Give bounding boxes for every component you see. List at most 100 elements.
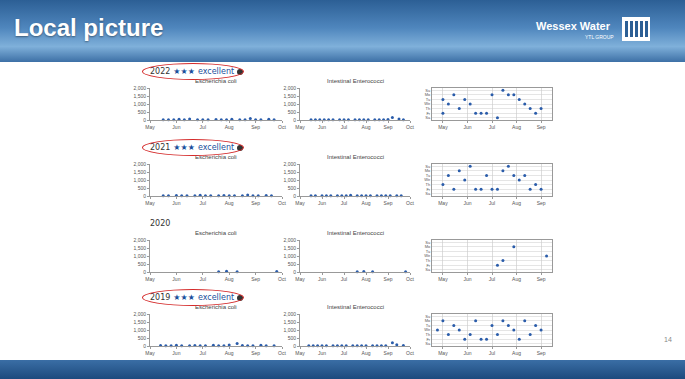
svg-text:0: 0 — [143, 193, 146, 199]
svg-text:Jul: Jul — [200, 124, 206, 130]
svg-text:May: May — [145, 124, 155, 130]
svg-text:Escherichia coli: Escherichia coli — [195, 78, 237, 84]
svg-text:Intestinal Enterococci: Intestinal Enterococci — [327, 304, 384, 310]
svg-text:Su: Su — [425, 164, 430, 169]
svg-text:Aug: Aug — [362, 350, 371, 356]
svg-text:Aug: Aug — [225, 350, 234, 356]
svg-text:Sep: Sep — [537, 350, 546, 356]
svg-text:May: May — [295, 350, 305, 356]
svg-text:Jun: Jun — [318, 124, 326, 130]
svg-text:May: May — [145, 200, 155, 206]
svg-text:Sep: Sep — [251, 276, 260, 282]
svg-text:1,000: 1,000 — [283, 177, 296, 183]
svg-text:Sep: Sep — [537, 124, 546, 130]
svg-text:Oct: Oct — [278, 200, 286, 206]
svg-text:Intestinal Enterococci: Intestinal Enterococci — [327, 154, 384, 160]
svg-text:Sa: Sa — [425, 267, 431, 272]
svg-text:Aug: Aug — [512, 350, 521, 356]
svg-text:Jun: Jun — [463, 200, 471, 206]
svg-text:Oct: Oct — [406, 124, 414, 130]
svg-text:2,000: 2,000 — [283, 311, 296, 317]
svg-text:Oct: Oct — [278, 124, 286, 130]
svg-text:Sep: Sep — [384, 276, 393, 282]
svg-text:Escherichia coli: Escherichia coli — [195, 230, 237, 236]
svg-text:Aug: Aug — [512, 124, 521, 130]
svg-text:Intestinal Enterococci: Intestinal Enterococci — [327, 230, 384, 236]
svg-text:1,500: 1,500 — [133, 169, 146, 175]
svg-text:Th: Th — [426, 258, 431, 263]
svg-text:Oct: Oct — [278, 276, 286, 282]
svg-text:Jun: Jun — [172, 200, 180, 206]
svg-text:Sep: Sep — [384, 124, 393, 130]
svg-text:May: May — [295, 200, 305, 206]
svg-text:1,000: 1,000 — [133, 101, 146, 107]
svg-text:Jul: Jul — [200, 276, 206, 282]
svg-text:Sep: Sep — [251, 350, 260, 356]
svg-text:Jul: Jul — [489, 350, 495, 356]
svg-text:0: 0 — [143, 117, 146, 123]
svg-text:0: 0 — [143, 269, 146, 275]
svg-text:1,000: 1,000 — [283, 253, 296, 259]
svg-text:0: 0 — [293, 269, 296, 275]
svg-text:Jul: Jul — [200, 200, 206, 206]
svg-text:Mo: Mo — [425, 92, 431, 97]
svg-text:500: 500 — [138, 261, 147, 267]
svg-text:Oct: Oct — [406, 350, 414, 356]
svg-text:May: May — [145, 350, 155, 356]
svg-text:Tu: Tu — [426, 249, 431, 254]
svg-text:Th: Th — [426, 182, 431, 187]
svg-text:Tu: Tu — [426, 323, 431, 328]
svg-text:500: 500 — [288, 185, 297, 191]
svg-text:Sa: Sa — [425, 341, 431, 346]
svg-text:1,000: 1,000 — [133, 253, 146, 259]
svg-text:Jun: Jun — [318, 350, 326, 356]
svg-text:500: 500 — [138, 335, 147, 341]
svg-text:We: We — [424, 101, 431, 106]
svg-text:2,000: 2,000 — [133, 237, 146, 243]
svg-text:Jul: Jul — [341, 124, 347, 130]
svg-text:Fr: Fr — [426, 263, 430, 268]
svg-text:Jul: Jul — [489, 200, 495, 206]
svg-text:0: 0 — [143, 343, 146, 349]
svg-text:Mo: Mo — [425, 244, 431, 249]
svg-text:Sep: Sep — [251, 200, 260, 206]
svg-text:We: We — [424, 253, 431, 258]
svg-text:1,000: 1,000 — [133, 327, 146, 333]
svg-text:0: 0 — [293, 343, 296, 349]
svg-text:Aug: Aug — [225, 276, 234, 282]
svg-text:Sep: Sep — [384, 200, 393, 206]
svg-text:500: 500 — [138, 185, 147, 191]
svg-text:500: 500 — [288, 335, 297, 341]
svg-text:We: We — [424, 327, 431, 332]
svg-text:0: 0 — [293, 193, 296, 199]
svg-text:1,000: 1,000 — [283, 327, 296, 333]
svg-text:Th: Th — [426, 106, 431, 111]
svg-text:Fr: Fr — [426, 111, 430, 116]
svg-text:1,500: 1,500 — [133, 245, 146, 251]
svg-text:Sep: Sep — [384, 350, 393, 356]
svg-text:Jul: Jul — [200, 350, 206, 356]
svg-text:Aug: Aug — [225, 200, 234, 206]
svg-text:Oct: Oct — [406, 276, 414, 282]
svg-text:Aug: Aug — [362, 124, 371, 130]
svg-text:Jul: Jul — [489, 276, 495, 282]
svg-text:Jul: Jul — [489, 124, 495, 130]
svg-text:Mo: Mo — [425, 318, 431, 323]
svg-text:Su: Su — [425, 314, 430, 319]
svg-text:Jul: Jul — [341, 276, 347, 282]
svg-text:0: 0 — [293, 117, 296, 123]
svg-text:Jun: Jun — [318, 200, 326, 206]
svg-text:1,500: 1,500 — [283, 319, 296, 325]
svg-text:Oct: Oct — [406, 200, 414, 206]
svg-text:Tu: Tu — [426, 173, 431, 178]
svg-text:1,500: 1,500 — [283, 245, 296, 251]
svg-text:Jun: Jun — [463, 350, 471, 356]
svg-text:2,000: 2,000 — [133, 311, 146, 317]
svg-text:1,000: 1,000 — [283, 101, 296, 107]
svg-text:May: May — [438, 350, 448, 356]
svg-text:Jun: Jun — [172, 276, 180, 282]
svg-text:Th: Th — [426, 332, 431, 337]
svg-text:May: May — [295, 276, 305, 282]
svg-text:May: May — [438, 276, 448, 282]
svg-text:May: May — [438, 200, 448, 206]
